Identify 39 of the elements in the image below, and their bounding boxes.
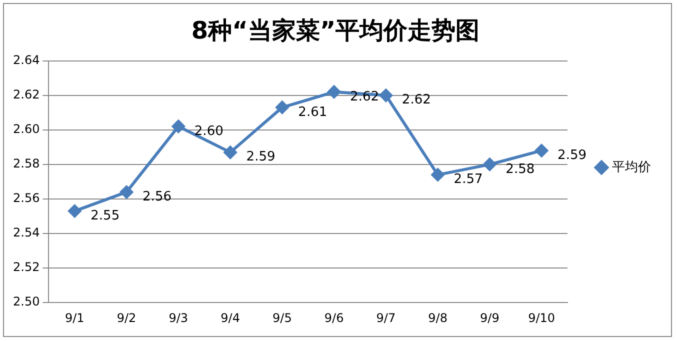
data-label: 2.56 — [142, 189, 172, 204]
x-tick-label: 9/7 — [376, 310, 396, 325]
x-tick-label: 9/8 — [428, 310, 448, 325]
point — [483, 158, 496, 171]
text: 2.58 — [13, 156, 40, 171]
point — [431, 168, 444, 182]
text: 2.56 — [13, 191, 40, 206]
x-tick-label: 9/4 — [220, 310, 240, 325]
text: 2.60 — [13, 122, 40, 136]
point — [224, 146, 237, 159]
x-tick-label: 9/3 — [168, 310, 188, 325]
x-tick-label: 9/5 — [272, 310, 292, 325]
data-label: 2.55 — [90, 208, 120, 224]
text: 2.62 — [13, 87, 40, 102]
data-label: 2.57 — [454, 172, 483, 188]
point — [328, 85, 341, 98]
legend-label: 平均价 — [612, 160, 651, 175]
x-tick-label: 9/6 — [324, 310, 344, 325]
point — [379, 88, 392, 102]
text: 2.52 — [13, 260, 40, 274]
text: 2.64 — [13, 52, 40, 67]
point — [68, 204, 82, 218]
data-label: 2.62 — [402, 92, 431, 108]
chart-title: 8种“当家菜”平均价走势图 — [191, 16, 480, 45]
x-tick-label: 9/1 — [65, 310, 84, 325]
point — [276, 100, 289, 114]
x-tick-label: 9/9 — [480, 310, 500, 325]
data-label: 2.61 — [298, 104, 328, 120]
x-tick-label: 9/2 — [116, 310, 136, 325]
text: 2.54 — [13, 226, 40, 240]
x-tick-label: 9/10 — [528, 310, 556, 325]
text: 2.50 — [13, 294, 40, 309]
data-label: 2.60 — [194, 124, 224, 139]
data-label: 2.59 — [558, 148, 587, 163]
data-label: 2.58 — [506, 162, 535, 177]
point — [120, 186, 134, 199]
point — [535, 144, 548, 158]
point — [172, 120, 185, 133]
data-label: 2.59 — [246, 150, 276, 165]
